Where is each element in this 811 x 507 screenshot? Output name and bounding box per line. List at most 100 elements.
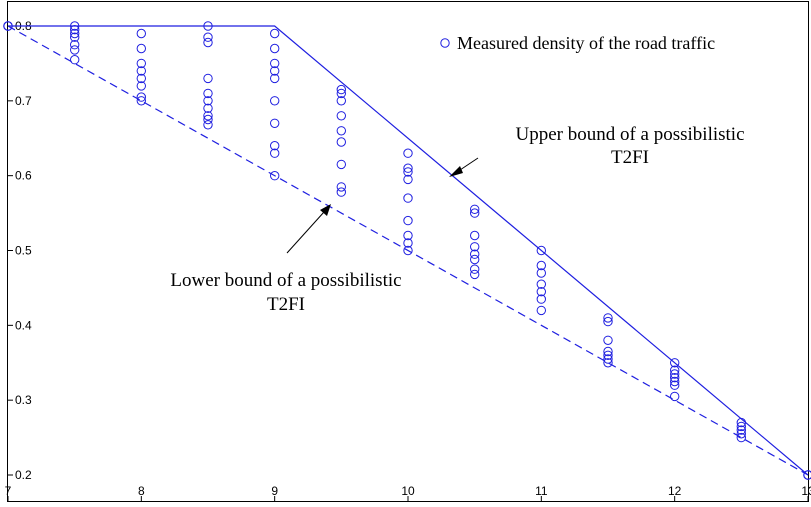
data-point <box>670 358 680 368</box>
data-point <box>70 28 80 39</box>
x-tick-label: 11 <box>535 484 548 498</box>
legend-marker <box>440 38 450 48</box>
data-point <box>270 43 280 54</box>
data-point <box>670 369 680 379</box>
data-point <box>403 230 413 241</box>
data-point <box>470 204 480 215</box>
data-point <box>803 470 811 480</box>
data-point <box>336 84 346 95</box>
data-point <box>70 55 80 65</box>
data-point <box>403 163 413 173</box>
data-point <box>736 421 746 432</box>
y-tick-label: 0.6 <box>15 169 32 183</box>
data-point <box>470 208 480 218</box>
data-point <box>136 58 147 69</box>
data-point <box>270 118 280 129</box>
data-point <box>270 148 280 158</box>
data-point <box>336 88 346 99</box>
data-point <box>3 21 13 31</box>
annotation-upper-arrowhead <box>449 166 463 177</box>
bound-lines <box>7 25 809 476</box>
annotation-lower-arrowhead <box>320 204 331 216</box>
data-point <box>670 376 680 387</box>
data-point <box>470 254 480 265</box>
data-point <box>736 432 746 443</box>
data-point <box>736 425 746 435</box>
annotation-lower-line1: Lower bound of a possibilistic <box>170 270 401 291</box>
annotation-upper-line2: T2FI <box>611 147 649 168</box>
data-point <box>270 96 280 106</box>
data-point <box>536 305 546 316</box>
data-point <box>270 28 280 39</box>
annotation-lower-bound: Lower bound of a possibilistic T2FI <box>170 204 402 315</box>
annotation-lower-line2: T2FI <box>267 294 305 315</box>
data-point <box>70 32 80 42</box>
x-tick-label: 9 <box>271 484 278 498</box>
data-point <box>670 380 680 390</box>
annotation-upper-bound: Upper bound of a possibilistic T2FI <box>449 124 745 177</box>
data-point <box>70 25 80 35</box>
data-point <box>536 294 546 304</box>
data-point <box>603 354 613 364</box>
y-tick-label: 0.3 <box>15 393 32 407</box>
data-point <box>270 66 280 76</box>
data-point <box>403 174 413 185</box>
data-point <box>136 73 147 84</box>
data-point <box>203 88 213 99</box>
data-point <box>603 316 613 327</box>
data-point <box>470 269 480 280</box>
axis-ticks: 789101112130.20.30.40.50.60.70.8 <box>5 19 811 501</box>
x-tick-label: 10 <box>401 484 415 498</box>
data-point <box>603 335 613 345</box>
data-point <box>70 21 80 31</box>
data-point <box>336 159 346 170</box>
data-point <box>136 81 147 91</box>
data-point <box>603 358 613 368</box>
data-point <box>336 111 346 121</box>
data-point <box>136 66 147 76</box>
data-point <box>136 28 147 39</box>
data-point <box>270 73 280 84</box>
data-point <box>536 279 546 289</box>
data-point <box>736 417 746 428</box>
data-point <box>336 187 346 197</box>
data-point <box>203 120 213 130</box>
x-tick-label: 12 <box>668 484 682 498</box>
data-point <box>336 137 346 147</box>
data-point <box>203 103 213 114</box>
y-tick-label: 0.2 <box>15 468 32 482</box>
annotation-lower-arrow <box>286 211 325 254</box>
x-tick-label: 8 <box>138 484 145 498</box>
legend: Measured density of the road traffic <box>440 33 715 53</box>
data-point <box>203 96 213 106</box>
data-point <box>336 182 346 192</box>
data-point <box>403 148 413 158</box>
lower-bound-line <box>7 25 809 476</box>
data-point <box>203 37 213 48</box>
data-point <box>403 238 413 248</box>
data-point <box>536 268 546 278</box>
data-point <box>336 126 346 136</box>
data-point <box>203 114 213 125</box>
annotation-upper-line1: Upper bound of a possibilistic <box>515 124 744 145</box>
data-point <box>70 40 80 50</box>
data-point <box>136 96 147 106</box>
data-point <box>336 96 346 106</box>
data-point <box>670 365 680 375</box>
data-point <box>536 287 546 297</box>
data-point <box>603 313 613 323</box>
x-tick-label: 7 <box>5 484 12 498</box>
data-point <box>70 45 80 55</box>
plot-frame <box>7 1 809 502</box>
y-tick-label: 0.7 <box>15 94 32 108</box>
data-point <box>670 391 680 402</box>
data-point <box>470 230 480 241</box>
data-point <box>136 43 147 54</box>
x-tick-label: 13 <box>801 484 811 498</box>
data-points <box>3 21 811 480</box>
data-point <box>403 245 413 256</box>
data-point <box>270 58 280 69</box>
data-point <box>536 245 546 256</box>
upper-bound-line <box>8 25 809 476</box>
